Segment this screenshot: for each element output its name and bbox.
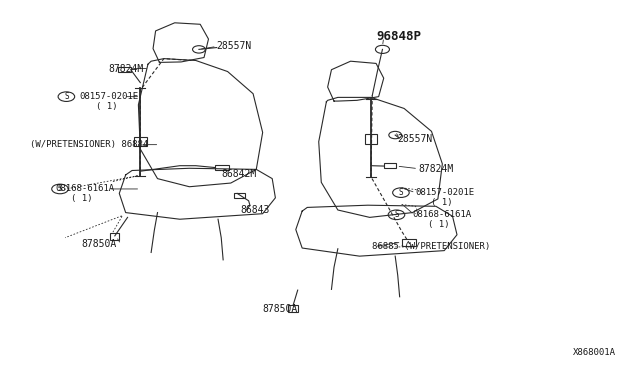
Bar: [401, 239, 415, 246]
Text: 08157-0201E: 08157-0201E: [415, 188, 475, 197]
Text: 08168-6161A: 08168-6161A: [412, 210, 472, 219]
Bar: [118, 67, 131, 71]
Text: S: S: [399, 188, 403, 197]
Text: S: S: [58, 185, 62, 193]
Text: (W/PRETENSIONER) 86884: (W/PRETENSIONER) 86884: [30, 140, 148, 149]
Text: 87850A: 87850A: [262, 304, 298, 314]
Bar: [234, 193, 246, 198]
Bar: [384, 163, 396, 168]
Text: 08157-0201E: 08157-0201E: [79, 92, 138, 101]
Text: ( 1): ( 1): [72, 194, 93, 203]
Text: 08168-6161A: 08168-6161A: [56, 185, 115, 193]
Text: X868001A: X868001A: [573, 347, 616, 357]
Text: 86885 (W/PRETENSIONER): 86885 (W/PRETENSIONER): [372, 242, 490, 251]
Text: 86843: 86843: [241, 205, 269, 215]
Text: 87850A: 87850A: [81, 239, 116, 249]
Text: 86842M: 86842M: [221, 169, 257, 179]
Bar: [288, 305, 298, 311]
Bar: [109, 233, 119, 240]
Text: 87824M: 87824M: [419, 164, 454, 174]
Text: S: S: [394, 210, 399, 219]
Text: 96848P: 96848P: [376, 30, 421, 43]
Text: ( 1): ( 1): [428, 220, 449, 229]
Text: 87824M: 87824M: [108, 64, 144, 74]
Text: ( 1): ( 1): [431, 198, 452, 207]
Bar: [215, 164, 229, 170]
Text: ( 1): ( 1): [96, 102, 117, 111]
Text: 28557N: 28557N: [397, 134, 433, 144]
Text: 28557N: 28557N: [217, 41, 252, 51]
Text: S: S: [64, 92, 68, 101]
